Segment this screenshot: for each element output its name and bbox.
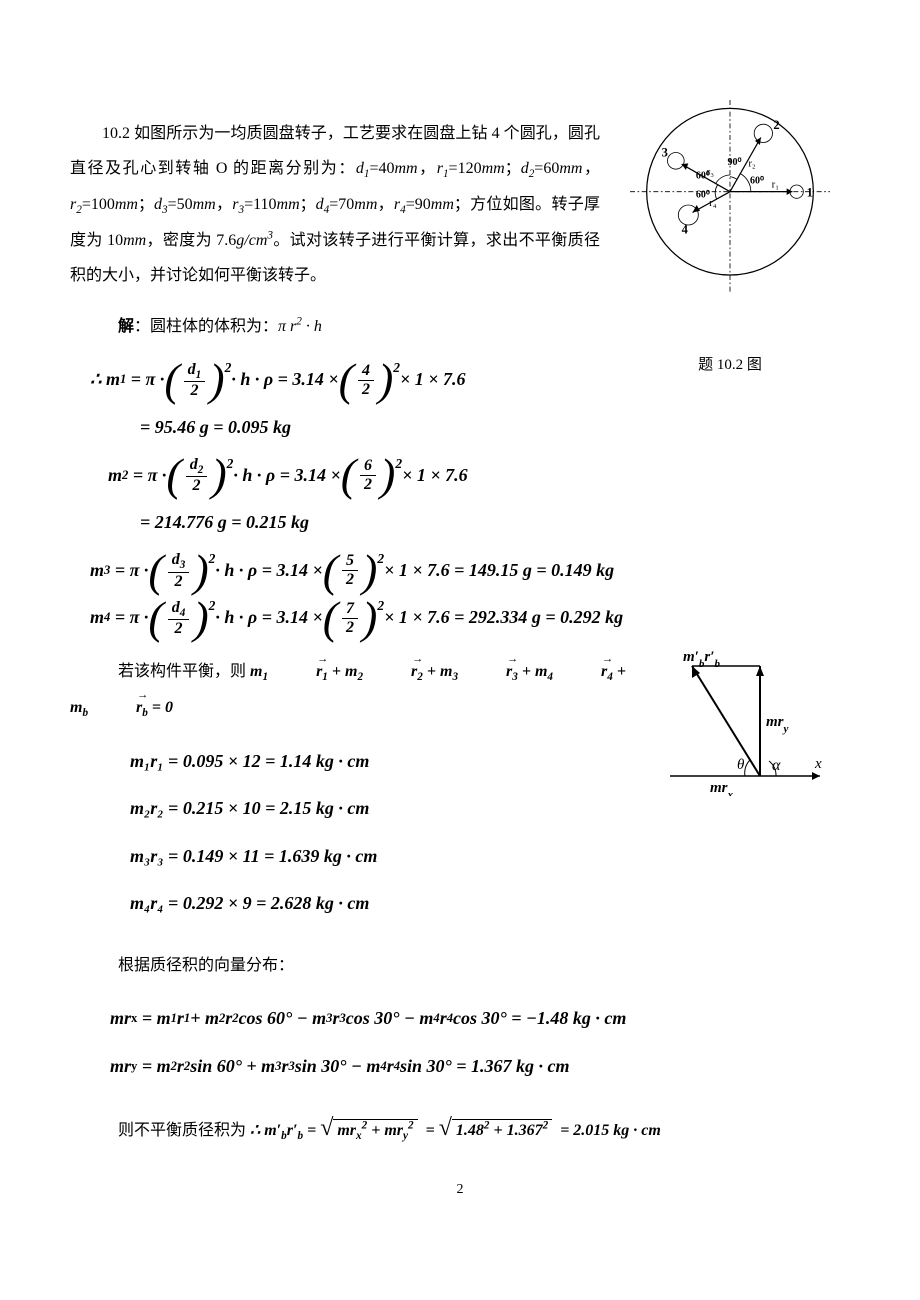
svg-text:r₄: r₄ [709,197,717,209]
eq-mry: mry = m2r2 sin 60° + m3r3 sin 30° − m4r4… [110,1047,850,1087]
svg-text:α: α [772,757,781,774]
svg-text:x: x [814,756,822,772]
eq-mr4: m₄r₄ = 0.292 × 9 = 2.628 kg · cm [130,884,850,924]
svg-text:1: 1 [807,186,813,200]
vector-figure: m′br′b mry mrx θ α x [650,646,830,809]
rotor-svg: r₁ r₂ r₃ r₄ 1 2 3 4 60⁰ 90⁰ 60⁰ 60⁰ [610,100,850,300]
svg-text:60⁰: 60⁰ [696,190,710,201]
svg-text:r₁: r₁ [772,179,780,191]
svg-text:3: 3 [662,146,668,160]
svg-text:θ: θ [737,757,745,773]
svg-text:mrx: mrx [710,780,734,796]
result-line: 则不平衡质径积为 ∴ m′br′b = √mrx2 + mry2 = √1.48… [70,1102,850,1155]
eq-mr2: m₂r₂ = 0.215 × 10 = 2.15 kg · cm [130,789,630,829]
svg-text:mry: mry [766,714,789,735]
eq-m3: m3 = π · (d32)2 · h · ρ = 3.14 × (52)2 ×… [90,551,850,591]
vector-dist-text: 根据质径积的向量分布： [70,948,850,983]
eq-m4: m4 = π · (d42)2 · h · ρ = 3.14 × (72)2 ×… [90,598,850,638]
rotor-figure: r₁ r₂ r₃ r₄ 1 2 3 4 60⁰ 90⁰ 60⁰ 60⁰ 题 10… [610,100,850,382]
rotor-caption: 题 10.2 图 [610,349,850,382]
svg-text:90⁰: 90⁰ [728,157,742,168]
eq-m1-result: = 95.46 g = 0.095 kg [140,408,850,448]
eq-mrx: mrx = m1r1 + m2r2 cos 60° − m3r3 cos 30°… [110,999,850,1039]
eq-m1: ∴ m1 = π · (d12)2 · h · ρ = 3.14 × (42)2… [90,360,600,400]
solution-label: 解 [118,318,134,335]
svg-text:2: 2 [773,118,779,132]
eq-mr3: m₃r₃ = 0.149 × 11 = 1.639 kg · cm [130,837,850,877]
svg-text:r₂: r₂ [748,158,756,170]
page-number: 2 [70,1175,850,1206]
eq-m2-result: = 214.776 g = 0.215 kg [140,503,850,543]
svg-text:60⁰: 60⁰ [696,170,710,181]
svg-text:60⁰: 60⁰ [750,175,764,186]
svg-text:m′br′b: m′br′b [683,649,720,670]
eq-mr1: m₁r₁ = 0.095 × 12 = 1.14 kg · cm [130,742,630,782]
svg-text:4: 4 [682,222,689,236]
problem-number: 10.2 [102,125,130,142]
vector-svg: m′br′b mry mrx θ α x [650,646,830,796]
eq-m2: m2 = π · (d22)2 · h · ρ = 3.14 × (62)2 ×… [108,456,850,496]
